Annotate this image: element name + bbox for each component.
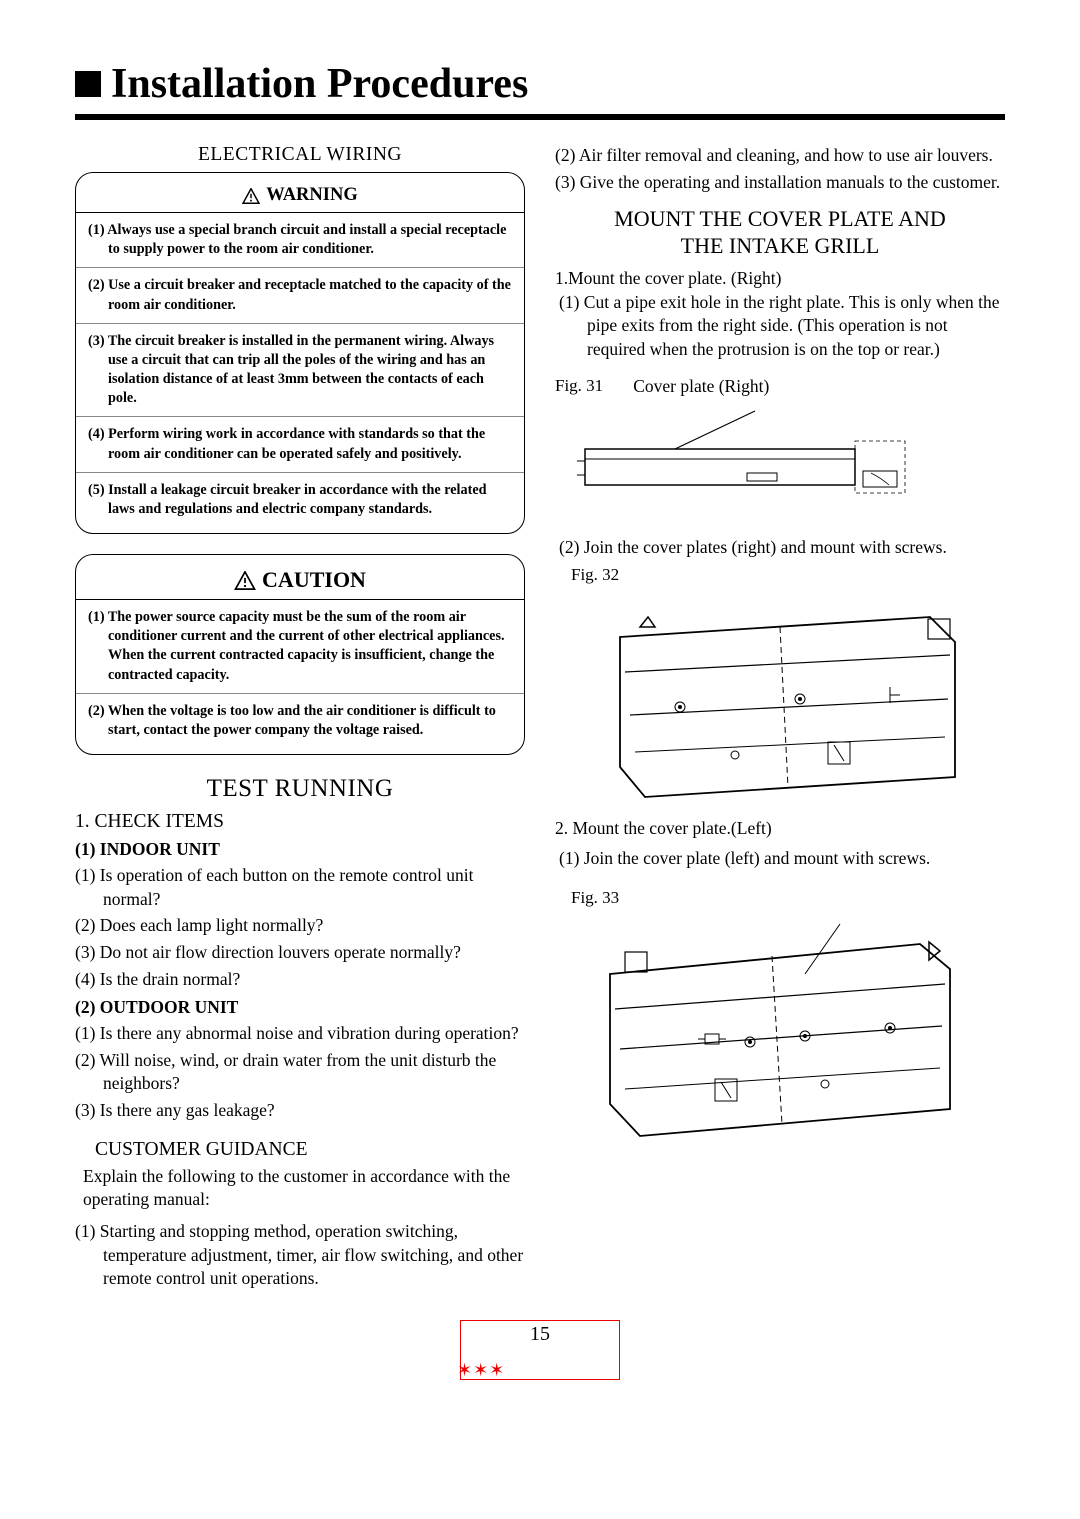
- right-column: (2) Air filter removal and cleaning, and…: [555, 144, 1005, 1294]
- fig31-label: Fig. 31: [555, 376, 603, 396]
- caution-div: [76, 693, 524, 694]
- outdoor-item: (1) Is there any abnormal noise and vibr…: [75, 1022, 525, 1046]
- page-title: Installation Procedures: [111, 60, 528, 108]
- warning-head: WARNING: [88, 185, 512, 206]
- fig31-caption: Cover plate (Right): [633, 376, 769, 397]
- warning-item: (2) Use a circuit breaker and receptacle…: [88, 276, 512, 314]
- outdoor-item: (3) Is there any gas leakage?: [75, 1099, 525, 1123]
- indoor-unit-label: (1) INDOOR UNIT: [75, 839, 525, 860]
- warning-label: WARNING: [266, 185, 357, 206]
- outdoor-unit-label: (2) OUTDOOR UNIT: [75, 997, 525, 1018]
- indoor-item: (2) Does each lamp light normally?: [75, 914, 525, 938]
- warning-div: [76, 267, 524, 268]
- caution-item: (1) The power source capacity must be th…: [88, 608, 512, 685]
- page-number-box: 15 ✶✶✶: [75, 1320, 1005, 1380]
- mount-heading: MOUNT THE COVER PLATE AND THE INTAKE GRI…: [555, 206, 1005, 259]
- warning-item: (5) Install a leakage circuit breaker in…: [88, 481, 512, 519]
- customer-guidance-heading: CUSTOMER GUIDANCE: [95, 1139, 525, 1161]
- step2-item: (1) Join the cover plate (left) and moun…: [555, 847, 1005, 871]
- outdoor-item: (2) Will noise, wind, or drain water fro…: [75, 1049, 525, 1096]
- warning-div: [76, 323, 524, 324]
- caution-icon: [234, 571, 256, 590]
- left-column: ELECTRICAL WIRING WARNING (1) Always use…: [75, 144, 525, 1294]
- indoor-item: (3) Do not air flow direction louvers op…: [75, 941, 525, 965]
- caution-head: CAUTION: [88, 567, 512, 593]
- warning-item: (3) The circuit breaker is installed in …: [88, 332, 512, 409]
- warning-head-rule: [76, 212, 524, 213]
- title-rule: [75, 114, 1005, 120]
- step1-item2: (2) Join the cover plates (right) and mo…: [555, 536, 1005, 560]
- caution-head-rule: [76, 599, 524, 600]
- warning-div: [76, 416, 524, 417]
- electrical-heading: ELECTRICAL WIRING: [75, 144, 525, 166]
- warning-div: [76, 472, 524, 473]
- title-bullet: [75, 71, 101, 97]
- mount-heading-l1: MOUNT THE COVER PLATE AND: [614, 206, 946, 231]
- warning-box: WARNING (1) Always use a special branch …: [75, 172, 525, 534]
- review-stars: ✶✶✶: [457, 1360, 505, 1381]
- page-number: 15: [530, 1323, 550, 1346]
- mount-heading-l2: THE INTAKE GRILL: [681, 233, 880, 258]
- indoor-item: (4) Is the drain normal?: [75, 968, 525, 992]
- fig32-label: Fig. 32: [571, 565, 1005, 585]
- caution-label: CAUTION: [262, 567, 366, 593]
- warning-item: (1) Always use a special branch circuit …: [88, 221, 512, 259]
- check-items-heading: 1. CHECK ITEMS: [75, 811, 525, 833]
- warning-item: (4) Perform wiring work in accordance wi…: [88, 425, 512, 463]
- fig33-label: Fig. 33: [571, 888, 1005, 908]
- page-number-frame: 15 ✶✶✶: [460, 1320, 620, 1380]
- step1-heading: 1.Mount the cover plate. (Right): [555, 267, 1005, 291]
- caution-item: (2) When the voltage is too low and the …: [88, 702, 512, 740]
- caution-box: CAUTION (1) The power source capacity mu…: [75, 554, 525, 755]
- guidance-para: Explain the following to the customer in…: [83, 1165, 525, 1212]
- title-row: Installation Procedures: [75, 60, 1005, 108]
- cont-item: (2) Air filter removal and cleaning, and…: [555, 144, 1005, 168]
- step2-heading: 2. Mount the cover plate.(Left): [555, 817, 1005, 841]
- two-column-layout: ELECTRICAL WIRING WARNING (1) Always use…: [75, 144, 1005, 1294]
- test-running-heading: TEST RUNNING: [75, 775, 525, 803]
- warning-icon: [242, 188, 260, 204]
- fig32-diagram: [555, 587, 1005, 807]
- cont-item: (3) Give the operating and installation …: [555, 171, 1005, 195]
- fig33-diagram: [555, 914, 1005, 1144]
- guidance-item: (1) Starting and stopping method, operat…: [75, 1220, 525, 1291]
- indoor-item: (1) Is operation of each button on the r…: [75, 864, 525, 911]
- step1-item: (1) Cut a pipe exit hole in the right pl…: [555, 291, 1005, 362]
- fig31-diagram: [555, 401, 1005, 526]
